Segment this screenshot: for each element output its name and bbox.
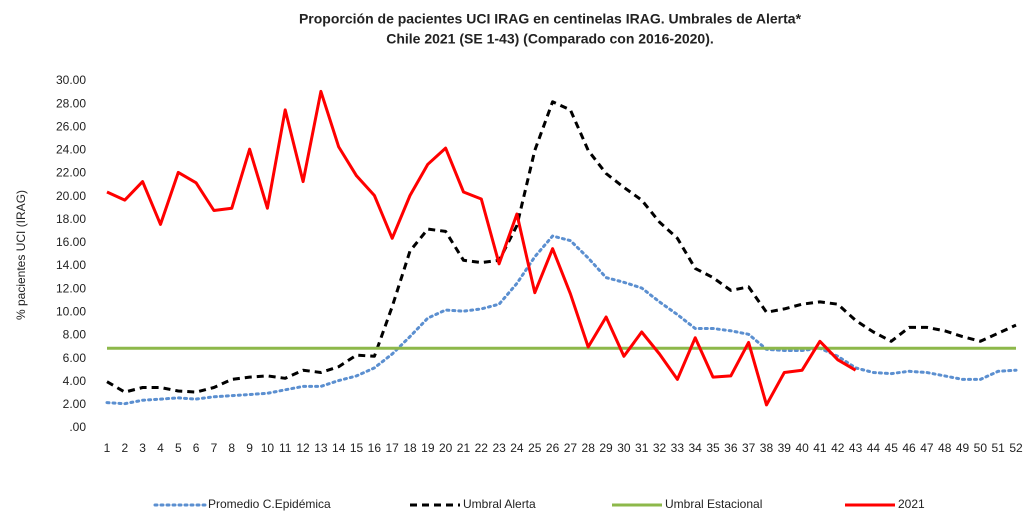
x-tick-label: 1	[104, 441, 111, 455]
x-tick-label: 3	[139, 441, 146, 455]
x-tick-label: 27	[564, 441, 578, 455]
y-tick-label: 4.00	[63, 374, 87, 388]
x-tick-label: 8	[228, 441, 235, 455]
y-tick-label: 18.00	[56, 212, 86, 226]
y-tick-label: 10.00	[56, 305, 86, 319]
y-tick-label: 30.00	[56, 73, 86, 87]
y-tick-label: 14.00	[56, 258, 86, 272]
x-tick-label: 21	[457, 441, 471, 455]
x-tick-label: 33	[671, 441, 685, 455]
y-tick-label: 28.00	[56, 96, 86, 110]
x-tick-label: 4	[157, 441, 164, 455]
x-tick-label: 37	[742, 441, 756, 455]
legend-label: 2021	[898, 497, 925, 511]
x-tick-label: 43	[849, 441, 863, 455]
x-tick-label: 31	[635, 441, 649, 455]
x-tick-label: 26	[546, 441, 560, 455]
y-axis-label: % pacientes UCI (IRAG)	[14, 190, 28, 320]
x-tick-label: 44	[867, 441, 881, 455]
y-tick-label: 24.00	[56, 143, 86, 157]
x-tick-label: 41	[813, 441, 827, 455]
y-tick-label: 22.00	[56, 166, 86, 180]
legend-label: Promedio C.Epidémica	[208, 497, 331, 511]
x-tick-label: 28	[582, 441, 596, 455]
x-tick-label: 39	[778, 441, 792, 455]
series-line	[106, 100, 1017, 394]
x-tick-label: 15	[350, 441, 364, 455]
x-tick-label: 20	[439, 441, 453, 455]
y-tick-label: 16.00	[56, 235, 86, 249]
x-tick-label: 25	[528, 441, 542, 455]
x-tick-label: 11	[279, 441, 292, 455]
chart-title: Proporción de pacientes UCI IRAG en cent…	[299, 11, 802, 27]
chart-subtitle: Chile 2021 (SE 1-43) (Comparado con 2016…	[386, 31, 714, 47]
x-tick-label: 7	[211, 441, 218, 455]
x-tick-label: 23	[492, 441, 506, 455]
x-tick-label: 36	[724, 441, 738, 455]
x-tick-label: 48	[938, 441, 952, 455]
x-tick-label: 19	[421, 441, 435, 455]
series-line	[105, 234, 1018, 406]
legend-label: Umbral Alerta	[463, 497, 536, 511]
x-tick-label: 32	[653, 441, 667, 455]
y-tick-label: .00	[69, 420, 86, 434]
y-tick-label: 20.00	[56, 189, 86, 203]
x-tick-label: 2	[121, 441, 128, 455]
x-tick-label: 40	[795, 441, 809, 455]
x-tick-label: 12	[296, 441, 310, 455]
x-tick-label: 30	[617, 441, 631, 455]
x-tick-label: 34	[688, 441, 702, 455]
y-tick-label: 8.00	[63, 328, 87, 342]
y-tick-label: 2.00	[63, 397, 87, 411]
x-tick-label: 14	[332, 441, 346, 455]
x-tick-label: 42	[831, 441, 845, 455]
x-tick-label: 49	[956, 441, 970, 455]
legend-label: Umbral Estacional	[665, 497, 762, 511]
x-tick-label: 38	[760, 441, 774, 455]
x-tick-label: 9	[246, 441, 253, 455]
y-tick-label: 6.00	[63, 351, 87, 365]
x-tick-label: 17	[385, 441, 399, 455]
x-tick-label: 46	[902, 441, 916, 455]
x-tick-label: 6	[193, 441, 200, 455]
x-tick-label: 45	[885, 441, 899, 455]
x-tick-label: 16	[368, 441, 382, 455]
y-tick-label: 12.00	[56, 281, 86, 295]
y-tick-label: 26.00	[56, 119, 86, 133]
x-tick-label: 22	[475, 441, 489, 455]
x-tick-label: 13	[314, 441, 328, 455]
x-tick-label: 35	[706, 441, 720, 455]
x-tick-label: 18	[403, 441, 417, 455]
x-tick-label: 24	[510, 441, 524, 455]
x-tick-label: 47	[920, 441, 934, 455]
x-tick-label: 50	[974, 441, 988, 455]
x-tick-label: 52	[1009, 441, 1023, 455]
series-line	[106, 89, 857, 407]
x-tick-label: 29	[599, 441, 613, 455]
x-tick-label: 10	[261, 441, 275, 455]
x-tick-label: 51	[991, 441, 1005, 455]
x-tick-label: 5	[175, 441, 182, 455]
